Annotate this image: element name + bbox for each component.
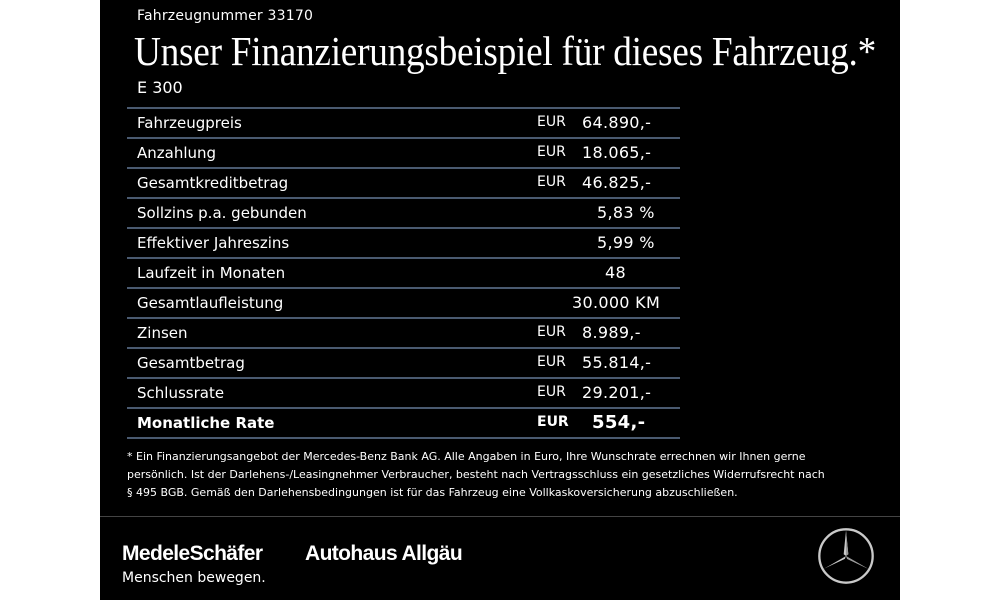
model-name: E 300 xyxy=(137,78,183,97)
row-currency: EUR xyxy=(537,384,566,400)
row-value: 5,99 % xyxy=(597,233,655,252)
row-label: Schlussrate xyxy=(137,384,225,402)
table-row: Anzahlung EUR 18.065,- xyxy=(127,139,680,169)
table-row: Effektiver Jahreszins 5,99 % xyxy=(127,229,680,259)
row-label: Gesamtbetrag xyxy=(137,354,245,372)
table-row: Zinsen EUR 8.989,- xyxy=(127,319,680,349)
row-value: 55.814,- xyxy=(582,353,652,372)
table-row: Gesamtlaufleistung 30.000 KM xyxy=(127,289,680,319)
table-row: Gesamtbetrag EUR 55.814,- xyxy=(127,349,680,379)
row-label: Fahrzeugpreis xyxy=(137,114,242,132)
vehicle-number: Fahrzeugnummer 33170 xyxy=(137,8,314,24)
mercedes-star-icon xyxy=(818,528,874,584)
table-row: Fahrzeugpreis EUR 64.890,- xyxy=(127,109,680,139)
dealer-logo-medeleschaefer: MedeleSchäfer xyxy=(122,542,263,565)
dealer-tagline: Menschen bewegen. xyxy=(122,570,266,586)
row-label: Monatliche Rate xyxy=(137,414,275,432)
table-row: Schlussrate EUR 29.201,- xyxy=(127,379,680,409)
monthly-rate-row: Monatliche Rate EUR 554,- xyxy=(127,409,680,439)
row-value: 29.201,- xyxy=(582,383,652,402)
row-label: Laufzeit in Monaten xyxy=(137,264,286,282)
footnote-line: § 495 BGB. Gemäß den Darlehensbedingunge… xyxy=(127,486,738,499)
finance-table: Fahrzeugpreis EUR 64.890,- Anzahlung EUR… xyxy=(127,109,680,439)
row-currency: EUR xyxy=(537,144,566,160)
row-value: 554,- xyxy=(592,412,646,433)
legal-footnote: * Ein Finanzierungsangebot der Mercedes-… xyxy=(127,448,872,502)
row-value: 64.890,- xyxy=(582,113,652,132)
footer-divider xyxy=(100,516,900,517)
row-value: 8.989,- xyxy=(582,323,641,342)
row-currency: EUR xyxy=(537,414,569,430)
row-label: Anzahlung xyxy=(137,144,217,162)
row-currency: EUR xyxy=(537,174,566,190)
table-row: Gesamtkreditbetrag EUR 46.825,- xyxy=(127,169,680,199)
table-row: Laufzeit in Monaten 48 xyxy=(127,259,680,289)
row-currency: EUR xyxy=(537,114,566,130)
row-label: Effektiver Jahreszins xyxy=(137,234,290,252)
footnote-line: * Ein Finanzierungsangebot der Mercedes-… xyxy=(127,450,806,463)
row-value: 18.065,- xyxy=(582,143,652,162)
footnote-line: persönlich. Ist der Darlehens-/Leasingne… xyxy=(127,468,825,481)
page-title: Unser Finanzierungsbeispiel für dieses F… xyxy=(134,28,876,74)
finance-offer-panel: Fahrzeugnummer 33170 Unser Finanzierungs… xyxy=(100,0,900,600)
row-value: 30.000 KM xyxy=(572,293,661,312)
table-row: Sollzins p.a. gebunden 5,83 % xyxy=(127,199,680,229)
row-label: Zinsen xyxy=(137,324,188,342)
row-label: Gesamtlaufleistung xyxy=(137,294,284,312)
table-top-rule xyxy=(127,107,680,109)
row-value: 5,83 % xyxy=(597,203,655,222)
dealer-logo-autohaus-allgaeu: Autohaus Allgäu xyxy=(305,542,463,565)
row-currency: EUR xyxy=(537,324,566,340)
row-label: Sollzins p.a. gebunden xyxy=(137,204,307,222)
row-currency: EUR xyxy=(537,354,566,370)
row-value: 46.825,- xyxy=(582,173,652,192)
row-value: 48 xyxy=(605,263,626,282)
row-label: Gesamtkreditbetrag xyxy=(137,174,289,192)
